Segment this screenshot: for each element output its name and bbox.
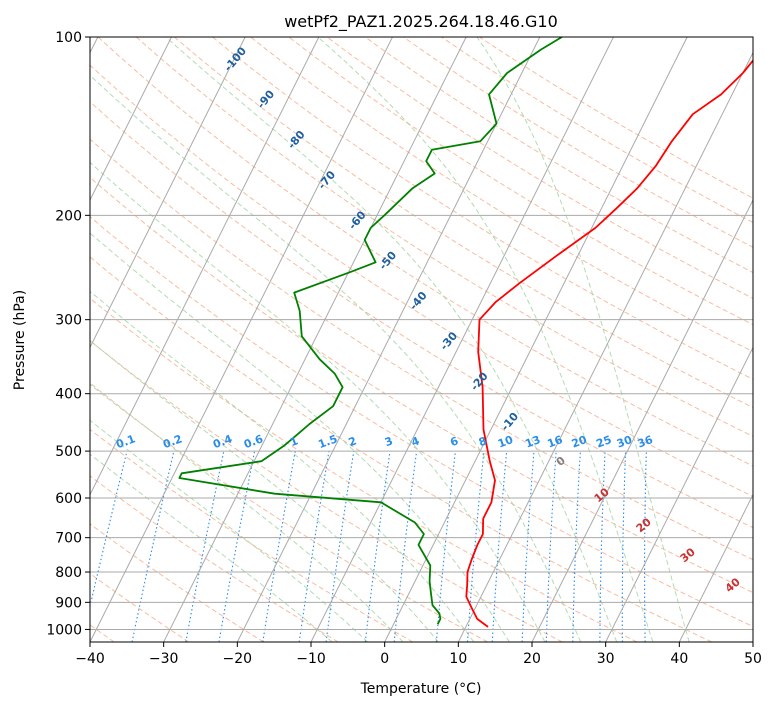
- x-axis-label: Temperature (°C): [360, 681, 482, 697]
- isotherm-line: [236, 37, 541, 642]
- mixing-ratio-label: 30: [615, 433, 634, 451]
- dry-adiabat-line: [90, 475, 339, 642]
- mixing-ratio-line: [185, 450, 225, 642]
- moist-adiabat-line: [476, 37, 690, 642]
- mixing-ratio-label: 13: [523, 433, 542, 450]
- moist-adiabat-line: [90, 339, 439, 642]
- y-axis-label: Pressure (hPa): [12, 290, 28, 390]
- y-tick-label: 100: [55, 30, 82, 46]
- mixing-ratio-label: 1: [288, 434, 300, 449]
- dry-adiabat-line: [90, 101, 753, 529]
- isotherm-line: [90, 37, 246, 349]
- isotherm-line: [163, 37, 467, 642]
- mixing-ratio-label: 20: [570, 433, 589, 451]
- y-tick-label: 900: [55, 595, 82, 611]
- moist-adiabat-line: [90, 453, 333, 642]
- isotherm-line: [90, 37, 320, 496]
- y-tick-label: 800: [55, 565, 82, 581]
- y-tick-label: 400: [55, 387, 82, 403]
- x-tick-label: −30: [149, 651, 179, 667]
- mixing-ratio-label: 4: [410, 434, 422, 449]
- mixing-ratio-line: [131, 450, 175, 642]
- isotherm-line: [605, 346, 753, 642]
- mixing-ratio-label: 0.6: [242, 432, 265, 451]
- mixing-ratio-label: 0.1: [114, 432, 137, 451]
- dry-adiabat-line: [250, 37, 753, 353]
- mixing-ratio-line: [298, 451, 330, 642]
- x-tick-label: 50: [744, 651, 762, 667]
- mixing-ratio-line: [364, 451, 391, 642]
- dry-adiabat-line: [288, 37, 753, 326]
- dry-adiabat-line: [90, 216, 753, 628]
- mixing-ratio-label: 0.4: [211, 432, 234, 451]
- x-tick-label: −20: [223, 651, 253, 667]
- y-tick-label: 700: [55, 531, 82, 547]
- isotherm-line: [531, 198, 753, 642]
- isotherm-line: [457, 51, 753, 642]
- dry-adiabat-line: [212, 37, 753, 380]
- isotherm-line: [384, 37, 688, 642]
- plot-frame: [89, 36, 754, 643]
- x-tick-label: 20: [523, 651, 541, 667]
- mixing-ratio-line: [218, 450, 256, 642]
- temperature-profile-line: [465, 59, 753, 628]
- x-tick-label: −40: [75, 651, 105, 667]
- mixing-ratio-label: 10: [496, 433, 515, 451]
- dry-adiabat-line: [90, 428, 414, 642]
- x-tick-label: 40: [670, 651, 688, 667]
- dry-adiabat-line: [364, 37, 753, 274]
- mixing-ratio-line: [262, 450, 296, 642]
- moist-adiabat-line: [317, 37, 654, 642]
- dry-adiabat-line: [135, 37, 753, 437]
- mixing-ratio-label: 36: [636, 433, 655, 451]
- x-tick-label: 0: [380, 651, 389, 667]
- mixing-ratio-label: 25: [594, 433, 613, 450]
- isotherm-line: [90, 37, 172, 202]
- dry-adiabat-line: [97, 37, 753, 467]
- y-tick-label: 600: [55, 491, 82, 507]
- chart-title: wetPf2_PAZ1.2025.264.18.46.G10: [284, 12, 558, 32]
- dewpoint-profile-line: [178, 37, 563, 625]
- y-tick-label: 500: [55, 444, 82, 460]
- y-tick-label: 200: [55, 208, 82, 224]
- mixing-ratio-label: 16: [546, 433, 565, 451]
- mixing-ratio-label: 2: [347, 434, 359, 449]
- mixing-ratio-line: [393, 451, 418, 642]
- y-tick-label: 1000: [46, 622, 82, 638]
- isotherm-line: [90, 37, 393, 642]
- mixing-ratio-label: 8: [477, 434, 489, 449]
- dry-adiabat-line: [403, 37, 753, 248]
- dry-adiabat-line: [90, 176, 753, 594]
- mixing-ratio-label: 3: [383, 434, 395, 449]
- dry-adiabat-line: [479, 37, 753, 199]
- isotherm-line: [678, 493, 753, 642]
- axes: −40 −30 −20 −10 0 10 20 30 40 5010020030040050060…: [46, 30, 762, 667]
- moist-adiabat-line: [90, 382, 404, 642]
- isotherm-line: [310, 37, 614, 642]
- dry-adiabat-line: [90, 523, 264, 642]
- moist-adiabat-line: [90, 290, 475, 642]
- mixing-ratio-label: 1.5: [316, 432, 339, 451]
- dry-adiabat-line: [90, 383, 488, 642]
- moist-adiabat-line: [90, 74, 582, 642]
- x-tick-label: 10: [449, 651, 467, 667]
- x-tick-label: −10: [296, 651, 326, 667]
- x-tick-label: 30: [597, 651, 615, 667]
- profile-lines: [178, 37, 753, 628]
- mixing-ratio-label: 6: [448, 434, 460, 449]
- mixing-ratio-label: 0.2: [161, 432, 184, 451]
- moist-adiabat-line: [90, 232, 510, 642]
- dry-adiabat-line: [90, 138, 753, 561]
- mixing-ratio-line: [325, 451, 355, 642]
- moist-adiabat-line: [90, 161, 546, 642]
- dry-adiabat-line: [174, 37, 753, 409]
- y-tick-label: 300: [55, 313, 82, 329]
